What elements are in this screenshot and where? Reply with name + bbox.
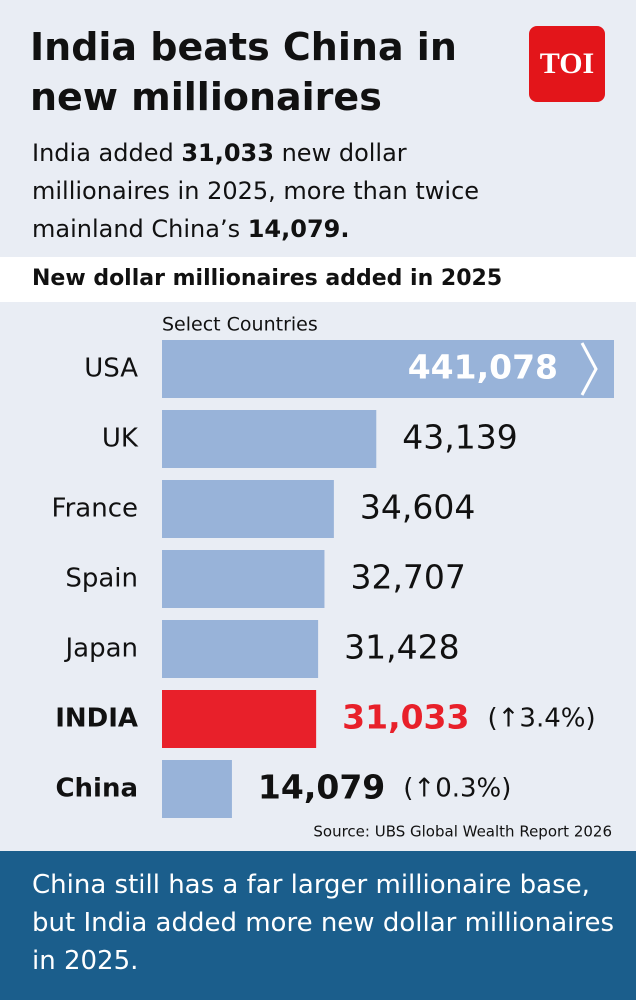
subtitle: India added 31,033 new dollar millionair…	[32, 134, 502, 248]
title: India beats China in new millionaires	[30, 25, 457, 119]
change-label: (↑0.3%)	[403, 774, 511, 804]
value-label: 32,707	[350, 558, 465, 597]
category-label: INDIA	[55, 704, 138, 734]
bar	[162, 550, 325, 608]
value-label: 34,604	[360, 488, 475, 527]
category-label: USA	[84, 354, 138, 384]
bar	[162, 690, 317, 748]
value-label: 441,078	[408, 348, 558, 387]
subtitle-part: new dollar millionaires in 2025, more th…	[32, 139, 480, 243]
footer: China still has a far larger millionaire…	[32, 870, 615, 976]
chart-title-band	[0, 257, 636, 302]
value-label: 31,428	[344, 628, 459, 667]
bar	[162, 620, 319, 678]
value-label: 14,079	[258, 768, 385, 807]
axis-break	[580, 342, 598, 396]
chart: Select Countries Source: UBS Global Weal…	[52, 314, 614, 841]
category-label: China	[55, 774, 138, 804]
source: Source: UBS Global Wealth Report 2026	[313, 823, 612, 841]
axis-label: Select Countries	[162, 314, 318, 336]
value-label: 43,139	[402, 418, 517, 457]
subtitle-part: 31,033	[181, 139, 274, 167]
bar	[162, 760, 232, 818]
subtitle-part: India added	[32, 139, 182, 167]
bar	[162, 410, 377, 468]
value-label: 31,033	[342, 698, 469, 737]
bar	[162, 340, 614, 398]
bar	[162, 480, 334, 538]
category-label: Spain	[65, 564, 138, 594]
category-label: France	[52, 494, 138, 524]
change-label: (↑3.4%)	[487, 704, 595, 734]
category-label: UK	[102, 424, 139, 454]
logo: TOI	[529, 26, 605, 102]
subtitle-part: 14,079.	[247, 215, 350, 243]
footer-box	[0, 851, 636, 1000]
category-label: Japan	[63, 634, 138, 664]
chart-title: New dollar millionaires added in 2025	[32, 266, 503, 291]
